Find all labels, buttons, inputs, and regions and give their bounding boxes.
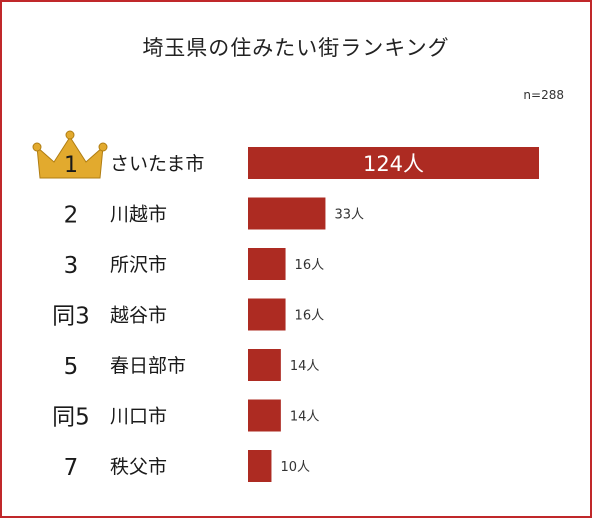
rank-label: 7 [64, 455, 79, 481]
value-label: 124人 [363, 152, 424, 176]
category-label: 秩父市 [110, 456, 167, 478]
value-label: 16人 [295, 258, 325, 273]
rank-label: 5 [64, 354, 79, 380]
rank-label: 3 [64, 253, 79, 279]
crown-icon [32, 130, 108, 179]
bar [248, 349, 281, 381]
rank-label: 2 [64, 203, 79, 229]
sample-size-note: n=288 [523, 88, 564, 102]
value-label: 16人 [295, 309, 325, 324]
bar [248, 147, 539, 179]
category-label: 川口市 [110, 406, 167, 428]
value-label: 14人 [290, 359, 320, 374]
category-label: 春日部市 [110, 355, 186, 377]
value-label: 14人 [290, 410, 320, 425]
bar [248, 248, 286, 280]
category-label: 所沢市 [110, 254, 167, 276]
chart-title: 埼玉県の住みたい街ランキング [142, 36, 450, 60]
bar [248, 399, 281, 432]
bar [248, 298, 286, 331]
category-label: さいたま市 [110, 153, 204, 175]
category-label: 越谷市 [110, 305, 167, 327]
bar [248, 197, 326, 230]
rank-label: 同5 [52, 405, 90, 431]
category-label: 川越市 [110, 204, 167, 226]
bar [248, 450, 272, 482]
value-label: 10人 [280, 460, 310, 475]
rank-label: 同3 [52, 304, 90, 330]
value-label: 33人 [334, 208, 364, 223]
rank-label: 1 [64, 153, 78, 178]
